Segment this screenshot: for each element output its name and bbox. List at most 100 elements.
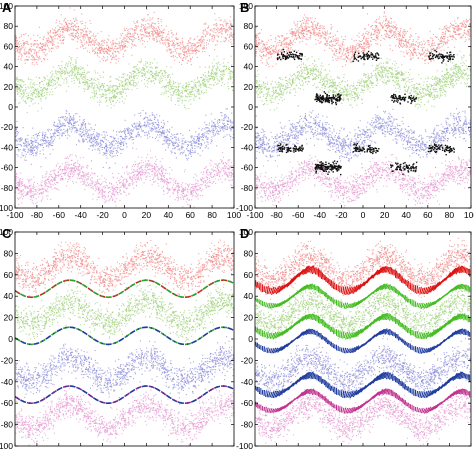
scatter-point <box>50 136 52 138</box>
scatter-point <box>194 87 196 89</box>
scatter-point <box>222 120 224 122</box>
scatter-point <box>167 40 169 42</box>
scatter-point <box>158 33 160 35</box>
scatter-point <box>174 90 176 92</box>
scatter-point <box>127 88 129 90</box>
scatter-point <box>156 38 158 40</box>
scatter-point <box>167 191 169 193</box>
scatter-point <box>193 99 195 101</box>
scatter-point <box>173 40 175 42</box>
scatter-point <box>203 167 205 169</box>
scatter-point <box>112 91 114 93</box>
scatter-point <box>173 43 175 45</box>
scatter-point <box>140 112 142 114</box>
scatter-point <box>122 76 124 78</box>
scatter-point <box>72 18 74 20</box>
scatter-point <box>93 50 95 52</box>
scatter-point <box>21 34 23 36</box>
scatter-point <box>204 147 206 149</box>
scatter-point <box>190 103 192 105</box>
scatter-point <box>24 62 26 64</box>
scatter-point <box>28 191 30 193</box>
scatter-point <box>230 27 232 29</box>
scatter-point <box>56 130 58 132</box>
scatter-point <box>46 53 48 55</box>
scatter-point <box>166 129 168 131</box>
scatter-point <box>73 66 75 68</box>
scatter-point <box>91 140 93 142</box>
scatter-point <box>214 124 216 126</box>
scatter-point <box>161 87 163 89</box>
scatter-point <box>127 173 129 175</box>
scatter-point <box>114 95 116 97</box>
scatter-point <box>42 180 44 182</box>
scatter-point <box>18 92 20 94</box>
scatter-point <box>18 49 20 51</box>
scatter-point <box>62 43 64 45</box>
scatter-point <box>120 130 122 132</box>
scatter-point <box>149 62 151 64</box>
scatter-point <box>215 75 217 77</box>
scatter-point <box>158 123 160 125</box>
scatter-point <box>213 24 215 26</box>
scatter-point <box>22 155 24 157</box>
scatter-point <box>74 170 76 172</box>
scatter-point <box>177 200 179 202</box>
scatter-point <box>23 43 25 45</box>
scatter-point <box>46 89 48 91</box>
scatter-point <box>138 167 140 169</box>
scatter-point <box>129 81 131 83</box>
scatter-point <box>157 26 159 28</box>
scatter-point <box>37 88 39 90</box>
scatter-point <box>229 75 231 77</box>
scatter-point <box>134 30 136 32</box>
scatter-point <box>90 85 92 87</box>
scatter-point <box>170 85 172 87</box>
scatter-point <box>139 162 141 164</box>
scatter-point <box>165 131 167 133</box>
scatter-point <box>46 75 48 77</box>
scatter-point <box>207 141 209 143</box>
scatter-point <box>171 55 173 57</box>
scatter-point <box>75 26 77 28</box>
scatter-point <box>56 47 58 49</box>
scatter-point <box>73 172 75 174</box>
scatter-point <box>61 70 63 72</box>
scatter-point <box>148 36 150 38</box>
scatter-point <box>185 141 187 143</box>
scatter-point <box>100 142 102 144</box>
scatter-point <box>78 86 80 88</box>
scatter-point <box>61 26 63 28</box>
scatter-point <box>30 100 32 102</box>
scatter-point <box>107 149 109 151</box>
scatter-point <box>173 81 175 83</box>
scatter-point <box>53 134 55 136</box>
scatter-point <box>144 85 146 87</box>
scatter-point <box>19 53 21 55</box>
scatter-point <box>52 78 54 80</box>
scatter-point <box>51 48 53 50</box>
scatter-point <box>87 134 89 136</box>
scatter-point <box>82 131 84 133</box>
scatter-point <box>36 53 38 55</box>
scatter-point <box>56 128 58 130</box>
scatter-point <box>17 93 19 95</box>
scatter-point <box>44 78 46 80</box>
scatter-point <box>102 131 104 133</box>
scatter-point <box>162 172 164 174</box>
scatter-point <box>116 59 118 61</box>
scatter-point <box>191 145 193 147</box>
scatter-point <box>84 181 86 183</box>
scatter-point <box>77 38 79 40</box>
scatter-point <box>111 183 113 185</box>
scatter-point <box>222 25 224 27</box>
scatter-point <box>19 49 21 51</box>
scatter-point <box>127 29 129 31</box>
scatter-point <box>222 66 224 68</box>
scatter-point <box>164 77 166 79</box>
scatter-point <box>112 187 114 189</box>
scatter-point <box>151 130 153 132</box>
scatter-point <box>133 33 135 35</box>
scatter-point <box>101 140 103 142</box>
scatter-point <box>120 92 122 94</box>
